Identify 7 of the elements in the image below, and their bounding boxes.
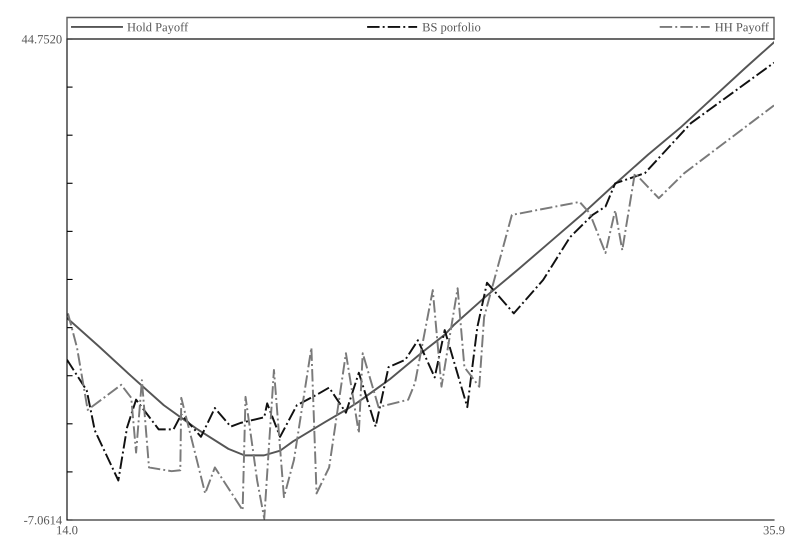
legend-label: BS porfolio [422, 22, 480, 34]
y-tick-label: 44.7520 [22, 35, 62, 44]
legend-label: HH Payoff [715, 22, 769, 34]
legend-label: Hold Payoff [127, 22, 188, 34]
y-tick-label: -7.0614 [24, 516, 62, 525]
x-tick-label: 14.0 [57, 526, 78, 534]
x-tick-label: 35.9 [764, 526, 784, 534]
